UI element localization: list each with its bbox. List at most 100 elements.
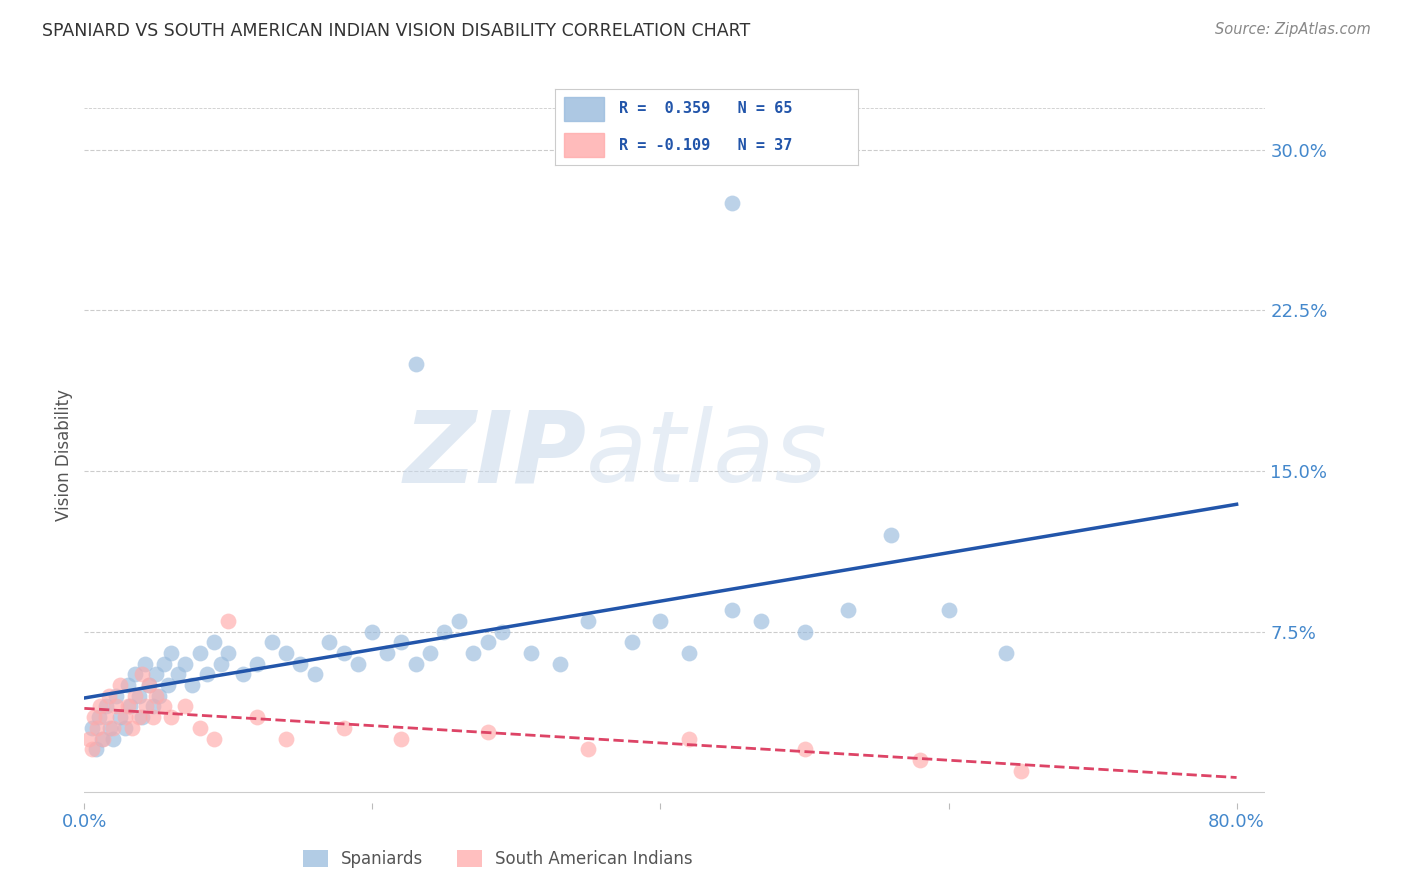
Point — [491, 624, 513, 639]
Point — [332, 646, 354, 660]
Point — [793, 624, 815, 639]
Point — [94, 699, 117, 714]
Text: Source: ZipAtlas.com: Source: ZipAtlas.com — [1215, 22, 1371, 37]
Point — [142, 699, 165, 714]
Point — [217, 614, 239, 628]
Legend: Spaniards, South American Indians: Spaniards, South American Indians — [297, 843, 699, 874]
Point — [83, 710, 105, 724]
Point — [217, 646, 239, 660]
Point — [447, 614, 470, 628]
Point — [131, 710, 153, 724]
Text: R = -0.109   N = 37: R = -0.109 N = 37 — [619, 137, 792, 153]
Point — [98, 721, 121, 735]
Point — [110, 710, 132, 724]
Bar — [564, 97, 603, 121]
Point — [246, 657, 269, 671]
Point — [290, 657, 312, 671]
Point — [405, 357, 427, 371]
Point — [260, 635, 283, 649]
Point — [94, 710, 117, 724]
Point — [174, 657, 197, 671]
Point — [90, 731, 112, 746]
Point — [138, 678, 160, 692]
Point — [678, 646, 700, 660]
Point — [124, 667, 146, 681]
Point — [477, 635, 499, 649]
Point — [77, 731, 100, 746]
Point — [134, 657, 156, 671]
Point — [361, 624, 384, 639]
Point — [148, 689, 170, 703]
Point — [142, 710, 165, 724]
Point — [620, 635, 643, 649]
Point — [128, 689, 150, 703]
Point — [117, 678, 139, 692]
Point — [117, 699, 139, 714]
Point — [908, 753, 931, 767]
Point — [650, 614, 672, 628]
Point — [188, 646, 211, 660]
Point — [101, 731, 124, 746]
Point — [145, 689, 167, 703]
Point — [138, 678, 160, 692]
Point — [120, 699, 142, 714]
Bar — [564, 133, 603, 158]
Point — [209, 657, 232, 671]
Point — [318, 635, 340, 649]
Point — [232, 667, 254, 681]
Point — [159, 646, 181, 660]
Point — [678, 731, 700, 746]
Point — [114, 721, 136, 735]
Point — [202, 635, 225, 649]
Point — [152, 699, 174, 714]
Point — [578, 614, 600, 628]
Point — [389, 731, 412, 746]
Point — [188, 721, 211, 735]
Point — [121, 721, 143, 735]
Point — [174, 699, 197, 714]
Point — [181, 678, 204, 692]
Point — [124, 689, 146, 703]
Point — [105, 689, 128, 703]
Point — [938, 603, 960, 617]
Point — [152, 657, 174, 671]
Point — [101, 721, 124, 735]
Point — [97, 689, 120, 703]
Text: ZIP: ZIP — [404, 407, 586, 503]
Point — [389, 635, 412, 649]
Point — [135, 699, 157, 714]
Point — [159, 710, 181, 724]
Point — [347, 657, 370, 671]
Point — [405, 657, 427, 671]
Point — [86, 721, 108, 735]
Point — [721, 196, 744, 211]
Point — [131, 667, 153, 681]
Point — [332, 721, 354, 735]
Point — [419, 646, 441, 660]
Text: R =  0.359   N = 65: R = 0.359 N = 65 — [619, 102, 792, 117]
Point — [304, 667, 326, 681]
Point — [1010, 764, 1032, 778]
Point — [274, 646, 297, 660]
Point — [246, 710, 269, 724]
Y-axis label: Vision Disability: Vision Disability — [55, 389, 73, 521]
Point — [995, 646, 1018, 660]
Text: SPANIARD VS SOUTH AMERICAN INDIAN VISION DISABILITY CORRELATION CHART: SPANIARD VS SOUTH AMERICAN INDIAN VISION… — [42, 22, 751, 40]
Point — [520, 646, 543, 660]
Text: atlas: atlas — [586, 407, 828, 503]
Point — [433, 624, 456, 639]
Point — [749, 614, 772, 628]
Point — [375, 646, 398, 660]
Point — [80, 742, 103, 756]
Point — [274, 731, 297, 746]
Point — [87, 710, 110, 724]
Point — [195, 667, 218, 681]
Point — [80, 721, 103, 735]
Point — [110, 678, 132, 692]
Point — [105, 699, 128, 714]
Point — [167, 667, 190, 681]
Point — [202, 731, 225, 746]
Point — [128, 710, 150, 724]
Point — [114, 710, 136, 724]
Point — [477, 725, 499, 739]
